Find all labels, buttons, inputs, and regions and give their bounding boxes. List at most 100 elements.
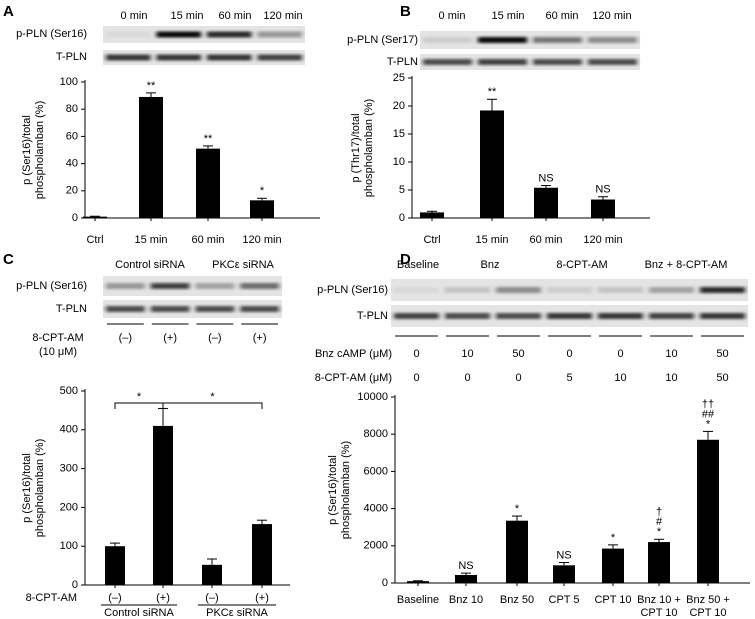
y-tick-label: 0 <box>72 579 78 591</box>
blot-column-label: 0 min <box>439 10 466 22</box>
blot-band <box>240 306 279 312</box>
bar <box>153 425 173 585</box>
blot-band <box>156 31 201 38</box>
bar <box>407 581 429 583</box>
bar <box>202 564 222 585</box>
blot-row-label: p-PLN (Ser17) <box>347 34 418 46</box>
blot-band <box>257 54 302 61</box>
significance-bracket <box>114 402 164 409</box>
blot-band <box>588 59 637 65</box>
x-tick-label: CPT 10 <box>594 594 631 606</box>
blot-band <box>207 54 252 61</box>
x-tick-label: Bnz 10 <box>449 594 483 606</box>
blot-band <box>547 287 592 293</box>
y-axis-label: phospholamban (%) <box>363 99 375 197</box>
blot-strip <box>420 31 640 49</box>
x-tick-label: CPT 10 <box>640 607 677 619</box>
table-row-label: Bnz cAMP (μM) <box>315 348 392 360</box>
x-tick-label: Baseline <box>397 594 439 606</box>
y-tick-label: 0 <box>399 212 405 224</box>
table-cell: 10 <box>461 348 473 360</box>
annotation: * <box>657 526 662 538</box>
y-axis-label: p (Ser16)/total <box>327 455 339 525</box>
annotation: NS <box>595 184 610 196</box>
bar <box>506 520 528 583</box>
treatment-value: (+) <box>253 332 267 344</box>
y-tick-label: 100 <box>60 540 78 552</box>
table-cell: 5 <box>566 372 572 384</box>
blot-column-label: 15 min <box>170 10 203 22</box>
x-tick-label: 120 min <box>242 234 281 246</box>
blot-column-label: Bnz <box>481 259 500 271</box>
blot-row-label: T-PLN <box>56 303 87 315</box>
blot-band <box>394 287 439 293</box>
x-tick-label: CPT 5 <box>549 594 580 606</box>
x-tick-label: (–) <box>108 592 121 604</box>
blot-column-label: Control siRNA <box>115 259 185 271</box>
y-tick-label: 400 <box>60 424 78 436</box>
x-tick-label: Ctrl <box>86 234 103 246</box>
table-cell: 50 <box>716 348 728 360</box>
x-tick-label: (+) <box>156 592 170 604</box>
blot-band <box>445 287 490 293</box>
y-tick-label: 60 <box>66 130 78 142</box>
blot-row-label: p-PLN (Ser16) <box>317 284 388 296</box>
table-cell: 0 <box>413 372 419 384</box>
bar <box>105 546 125 585</box>
y-tick-label: 10000 <box>357 391 388 403</box>
blot-column-label: 0 min <box>121 10 148 22</box>
blot-band <box>240 283 279 289</box>
table-cell: 10 <box>665 348 677 360</box>
table-cell: 0 <box>566 348 572 360</box>
annotation: ** <box>147 80 156 92</box>
blot-column-label: Baseline <box>397 259 439 271</box>
y-axis-label: phospholamban (%) <box>34 101 46 199</box>
treatment-value: (–) <box>208 332 221 344</box>
group-label: Control siRNA <box>104 607 174 619</box>
x-tick-label: 15 min <box>475 234 508 246</box>
blot-band <box>649 313 694 319</box>
x-tick-label: 60 min <box>191 234 224 246</box>
blot-row-label: p-PLN (Ser16) <box>16 280 87 292</box>
annotation: ** <box>488 86 497 98</box>
y-axis-label: p (Thr17)/total <box>350 113 362 182</box>
treatment-label: (10 μM) <box>39 346 77 358</box>
x-tick-label: Bnz 50 <box>500 594 534 606</box>
bar <box>250 200 274 218</box>
blot-band <box>106 31 151 38</box>
blot-band <box>496 287 541 293</box>
blot-strip <box>103 276 282 296</box>
y-tick-label: 40 <box>66 158 78 170</box>
x-tick-label: (–) <box>205 592 218 604</box>
y-tick-label: 20 <box>66 185 78 197</box>
blot-column-label: 120 min <box>592 10 631 22</box>
blot-band <box>257 31 302 38</box>
blot-column-label: 120 min <box>263 10 302 22</box>
bar <box>83 216 107 218</box>
blot-band <box>547 313 592 319</box>
blot-row-label: T-PLN <box>56 51 87 63</box>
annotation: NS <box>538 172 553 184</box>
blot-band <box>156 54 201 61</box>
blot-column-label: 60 min <box>218 10 251 22</box>
blot-band <box>533 37 582 43</box>
bracket-label: * <box>210 391 215 403</box>
blot-band <box>496 313 541 319</box>
y-tick-label: 25 <box>393 72 405 84</box>
annotation: # <box>656 516 663 528</box>
y-tick-label: 80 <box>66 103 78 115</box>
table-cell: 10 <box>614 372 626 384</box>
x-tick-label: 15 min <box>134 234 167 246</box>
panel-letter: A <box>3 3 14 20</box>
blot-row-label: T-PLN <box>357 310 388 322</box>
panel-letter: D <box>400 251 411 268</box>
table-cell: 0 <box>515 372 521 384</box>
x-axis-label: 8-CPT-AM <box>26 592 77 604</box>
treatment-value: (–) <box>119 332 132 344</box>
blot-band <box>598 313 643 319</box>
blot-band <box>700 287 745 293</box>
panel-letter: C <box>3 251 14 268</box>
annotation: * <box>260 185 265 197</box>
x-tick-label: CPT 10 <box>689 607 726 619</box>
